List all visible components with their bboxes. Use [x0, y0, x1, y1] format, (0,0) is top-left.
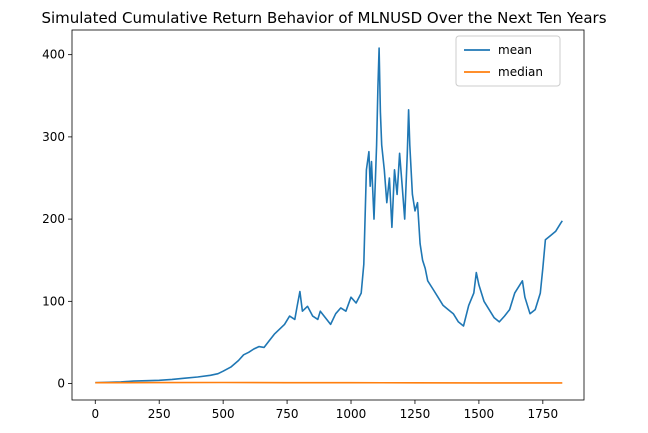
x-tick-label: 1250 [400, 407, 431, 421]
plot-area [71, 29, 585, 401]
y-tick-label: 200 [42, 212, 65, 226]
series-line-mean [95, 47, 563, 384]
y-tick-label: 100 [42, 294, 65, 308]
series-lines [95, 47, 563, 384]
legend: mean median [455, 35, 561, 87]
legend-label-mean: mean [498, 43, 532, 57]
x-tick-label: 0 [91, 407, 99, 421]
y-tick-label: 300 [42, 130, 65, 144]
x-tick-label: 750 [276, 407, 299, 421]
x-tick-label: 500 [212, 407, 235, 421]
x-axis: 0 250 500 750 1000 1250 1500 1750 [91, 400, 558, 421]
chart-title: Simulated Cumulative Return Behavior of … [41, 9, 606, 27]
y-tick-label: 400 [42, 48, 65, 62]
legend-label-median: median [498, 65, 543, 79]
x-tick-label: 1000 [336, 407, 367, 421]
y-tick-label: 0 [57, 377, 65, 391]
x-tick-label: 1750 [528, 407, 559, 421]
y-axis: 0 100 200 300 400 [42, 48, 72, 391]
x-tick-label: 250 [148, 407, 171, 421]
x-tick-label: 1500 [464, 407, 495, 421]
legend-box [455, 35, 561, 87]
